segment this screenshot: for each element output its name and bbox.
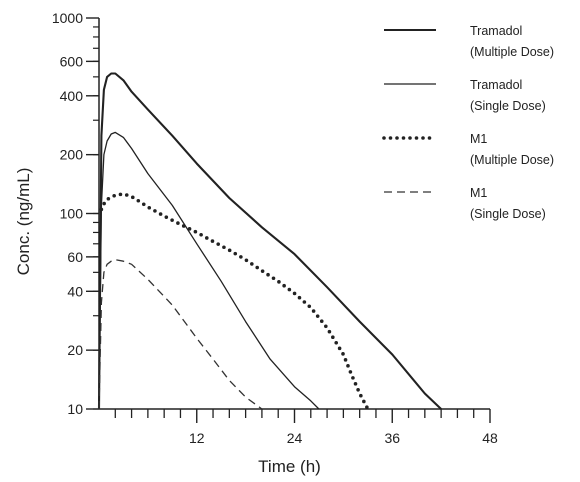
legend-label: (Multiple Dose) (470, 153, 554, 167)
x-axis-title: Time (h) (258, 457, 321, 476)
legend-label: (Multiple Dose) (470, 45, 554, 59)
legend: Tramadol (Multiple Dose) Tramadol (Single D… (382, 24, 554, 221)
y-tick-label: 10 (67, 401, 83, 417)
legend-label: M1 (470, 132, 487, 146)
y-tick-label: 20 (67, 342, 83, 358)
x-tick-label: 48 (482, 430, 498, 446)
axes: 10 20 40 60 100 200 400 600 1000 12 24 36 48 (52, 10, 498, 446)
y-tick-label: 100 (60, 206, 84, 222)
legend-label: M1 (470, 186, 487, 200)
y-tick-label: 200 (60, 147, 84, 163)
legend-label: (Single Dose) (470, 207, 546, 221)
y-tick-label: 40 (67, 283, 83, 299)
x-tick-label: 36 (384, 430, 400, 446)
series-line-2 (98, 131, 320, 410)
legend-label: Tramadol (470, 78, 522, 92)
y-axis-title: Conc. (ng/mL) (14, 168, 33, 276)
series-line-3 (99, 192, 370, 411)
y-tick-label: 600 (60, 53, 84, 69)
x-tick-label: 24 (287, 430, 303, 446)
y-tick-label: 400 (60, 88, 84, 104)
x-tick-label: 12 (189, 430, 205, 446)
y-tick-label: 60 (67, 249, 83, 265)
legend-label: (Single Dose) (470, 99, 546, 113)
y-tick-label: 1000 (52, 10, 83, 26)
legend-label: Tramadol (470, 24, 522, 38)
series-line-1 (97, 72, 442, 410)
series-line-4 (98, 259, 263, 410)
series-layer (97, 72, 442, 411)
